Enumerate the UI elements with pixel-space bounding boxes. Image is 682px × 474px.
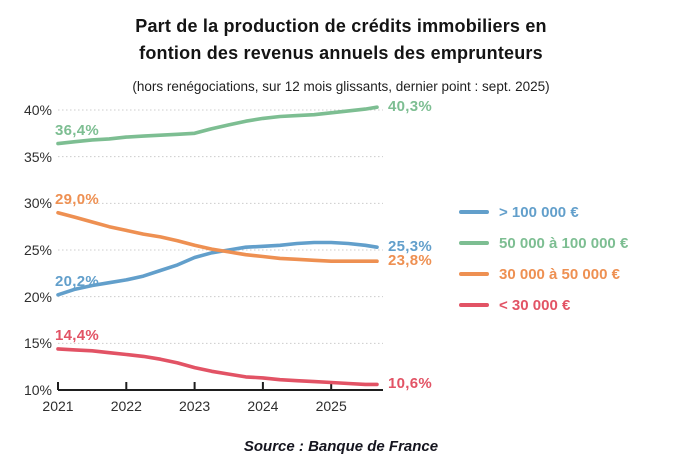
- legend-swatch-icon: [459, 210, 489, 214]
- chart-title-line-2: fontion des revenus annuels des emprunte…: [139, 43, 543, 63]
- source-note: Source : Banque de France: [243, 438, 439, 455]
- legend: > 100 000 € 50 000 à 100 000 € 30 000 à 50…: [459, 203, 628, 314]
- legend-swatch-icon: [459, 272, 489, 276]
- chart-title-line-1: Part de la production de crédits immobil…: [135, 16, 547, 36]
- legend-item-3: < 30 000 €: [459, 296, 628, 314]
- series-line-1: [56, 105, 379, 146]
- chart-title: Part de la production de crédits immobil…: [0, 13, 682, 67]
- legend-label-1: 50 000 à 100 000 €: [499, 234, 629, 252]
- legend-item-0: > 100 000 €: [459, 203, 628, 221]
- legend-swatch-icon: [459, 241, 489, 245]
- chart-subtitle: (hors renégociations, sur 12 mois glissa…: [132, 79, 550, 94]
- legend-label-2: 30 000 à 50 000 €: [499, 265, 620, 283]
- legend-item-1: 50 000 à 100 000 €: [459, 234, 628, 252]
- series-line-3: [56, 347, 379, 387]
- legend-label-0: > 100 000 €: [499, 203, 579, 221]
- series-line-2: [56, 210, 379, 264]
- legend-item-2: 30 000 à 50 000 €: [459, 265, 628, 283]
- legend-swatch-icon: [459, 303, 489, 307]
- legend-label-3: < 30 000 €: [499, 296, 571, 314]
